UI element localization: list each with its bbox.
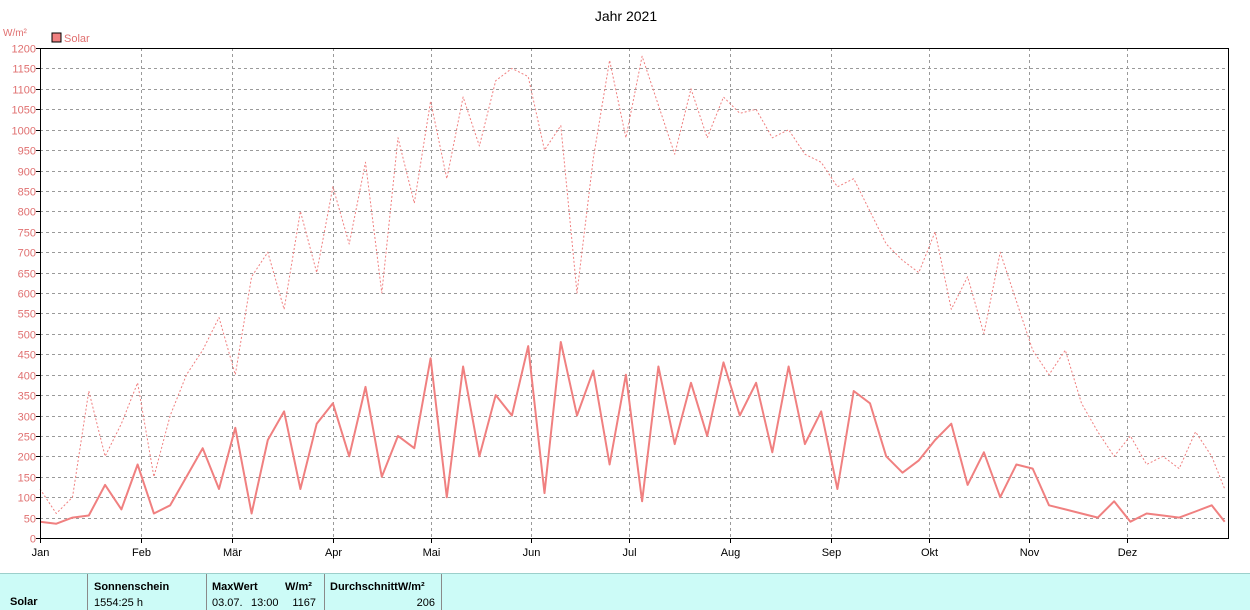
plot-frame	[40, 48, 1229, 539]
x-tick-label: Okt	[921, 547, 938, 559]
y-tick-label: 950	[18, 146, 36, 158]
x-tick-label: Mär	[223, 547, 242, 559]
max-unit-header: W/m²	[285, 581, 312, 593]
y-tick-label: 500	[18, 330, 36, 342]
y-axis-unit: W/m²	[3, 28, 28, 39]
average-header: DurchschnittW/m²	[330, 581, 425, 593]
max-time: 13:00	[251, 597, 279, 609]
average-value: 206	[416, 597, 435, 609]
summary-row-label-cell: Solar	[0, 574, 87, 610]
y-tick-label: 800	[18, 207, 36, 219]
summary-divider	[87, 574, 88, 610]
y-tick-label: 450	[18, 350, 36, 362]
sunshine-header: Sonnenschein	[94, 581, 170, 593]
summary-divider	[441, 574, 442, 610]
y-tick-label: 1200	[12, 44, 36, 56]
summary-sunshine-cell: Sonnenschein 1554:25 h	[88, 574, 206, 610]
summary-divider	[206, 574, 207, 610]
series-layer	[39, 55, 1226, 525]
x-tick-label: Jan	[32, 547, 50, 559]
y-tick-label: 200	[18, 452, 36, 464]
y-tick-label: 350	[18, 391, 36, 403]
y-tick-label: 250	[18, 432, 36, 444]
legend-swatch	[51, 32, 62, 43]
x-tick-label: Nov	[1020, 547, 1040, 559]
y-tick-label: 0	[30, 534, 36, 546]
y-tick-label: 900	[18, 167, 36, 179]
x-tick-label: Dez	[1118, 547, 1138, 559]
y-tick-label: 650	[18, 269, 36, 281]
summary-table: Solar Sonnenschein 1554:25 h MaxWert W/m…	[0, 573, 1250, 610]
legend-label-solar: Solar	[64, 33, 90, 45]
y-tick-label: 700	[18, 248, 36, 260]
summary-max-cell: MaxWert W/m² 03.07. 13:00 1167	[207, 574, 324, 610]
x-tick-label: Jun	[523, 547, 541, 559]
x-tick-layer: Jan Feb Mär Apr Mai Jun Jul Aug Sep Okt Nov Dez	[32, 538, 1138, 559]
summary-row-label: Solar	[10, 596, 38, 608]
y-tick-label: 400	[18, 371, 36, 383]
y-tick-label: 300	[18, 412, 36, 424]
y-tick-label: 1000	[12, 126, 36, 138]
y-tick-label: 150	[18, 473, 36, 485]
x-tick-label: Jul	[622, 547, 636, 559]
series-line-solar	[39, 341, 1226, 525]
max-value: 1167	[292, 597, 316, 609]
x-tick-label: Mai	[423, 547, 441, 559]
y-tick-label: 850	[18, 187, 36, 199]
max-date: 03.07.	[212, 597, 243, 609]
x-tick-label: Aug	[721, 547, 741, 559]
x-tick-label: Sep	[822, 547, 842, 559]
y-tick-label: 600	[18, 289, 36, 301]
summary-divider	[324, 574, 325, 610]
summary-average-cell: DurchschnittW/m² 206	[325, 574, 441, 610]
y-tick-layer: 0 50 100 150 200 250 300 350 400 450 500 550 600 650 7…	[12, 44, 40, 546]
series-line-solar-max	[39, 55, 1226, 514]
y-tick-label: 1100	[12, 85, 36, 97]
x-tick-label: Apr	[325, 547, 342, 559]
grid-layer	[40, 48, 1228, 538]
x-tick-label: Feb	[132, 547, 151, 559]
y-tick-label: 1050	[12, 105, 36, 117]
chart: Jahr 2021 W/m² Solar 0 50 100 150 200 250 300 3…	[3, 8, 1229, 559]
y-tick-label: 750	[18, 228, 36, 240]
sunshine-value: 1554:25 h	[94, 597, 143, 609]
max-header: MaxWert	[212, 581, 258, 593]
y-tick-label: 50	[24, 514, 36, 526]
y-tick-label: 550	[18, 309, 36, 321]
y-tick-label: 100	[18, 493, 36, 505]
y-tick-label: 1150	[12, 64, 36, 76]
chart-title: Jahr 2021	[595, 8, 657, 24]
